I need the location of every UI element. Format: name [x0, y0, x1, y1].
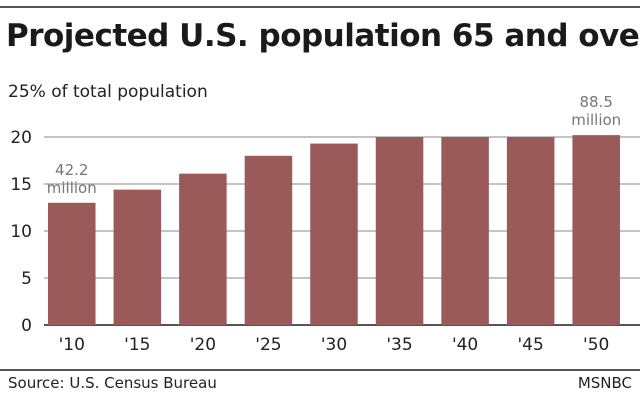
x-tick-label: '15	[124, 335, 150, 355]
y-tick-label: 5	[21, 269, 32, 289]
bar	[113, 189, 162, 325]
bar	[48, 202, 96, 325]
bar	[572, 135, 620, 325]
x-tick-label: '50	[583, 335, 609, 355]
bar	[375, 137, 424, 325]
x-tick-label: '40	[452, 335, 478, 355]
chart-title: Projected U.S. population 65 and over	[6, 18, 640, 54]
bar	[179, 173, 227, 325]
y-tick-labels: 0 5 10 15 20	[10, 128, 32, 336]
x-tick-label: '25	[255, 335, 281, 355]
y-tick-label: 10	[10, 222, 32, 242]
data-label: 88.5	[580, 93, 613, 111]
x-tick-label: '20	[190, 335, 216, 355]
x-tick-label: '45	[517, 335, 543, 355]
x-tick-label: '35	[386, 335, 412, 355]
x-tick-label: '10	[59, 335, 85, 355]
x-tick-labels: '10 '15 '20 '25 '30 '35 '40 '45 '50	[59, 335, 610, 355]
data-label: 42.2	[55, 161, 88, 179]
bar	[310, 143, 358, 325]
y-tick-label: 20	[10, 128, 32, 148]
y-axis-label: 25% of total population	[8, 82, 208, 102]
y-tick-label: 0	[21, 316, 32, 336]
bars	[48, 135, 620, 325]
data-label: million	[571, 111, 621, 129]
y-tick-label: 15	[10, 175, 32, 195]
credit-logo: MSNBC	[577, 374, 632, 392]
x-tick-label: '30	[321, 335, 347, 355]
data-label: million	[47, 179, 97, 197]
footer-rule	[0, 369, 640, 371]
source-note: Source: U.S. Census Bureau	[8, 374, 217, 392]
bar	[244, 155, 293, 325]
top-rule	[0, 6, 640, 8]
bar	[506, 137, 555, 325]
bar	[441, 137, 489, 325]
